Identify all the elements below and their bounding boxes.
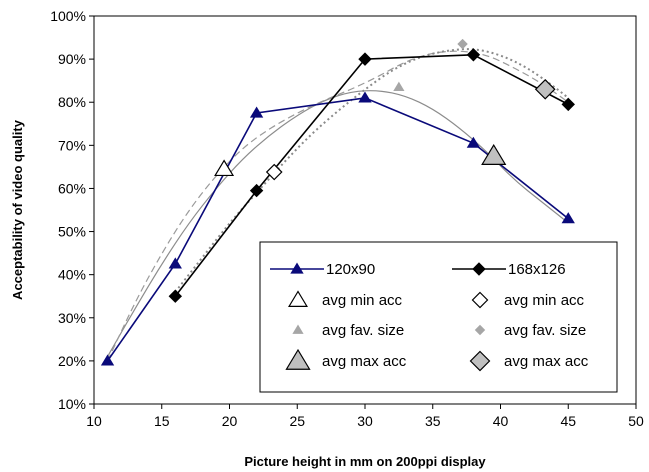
y-tick-label: 30% [58,310,86,326]
legend-label: avg fav. size [322,322,404,339]
y-tick-label: 80% [58,94,86,110]
legend-item: avg fav. size [474,322,586,339]
y-tick-label: 10% [58,396,86,412]
x-axis-ticks: 10 15 20 25 30 35 40 45 50 [86,404,644,429]
x-tick-label: 40 [493,413,509,429]
legend-item: avg max acc [469,350,589,372]
legend-item: avg min acc [288,290,403,309]
data-point-filled-triangle [168,257,182,269]
x-axis-title: Picture height in mm on 200ppi display [244,454,486,469]
data-point-filled-triangle [561,212,575,224]
y-tick-label: 70% [58,137,86,153]
x-tick-label: 10 [86,413,102,429]
legend-marker [290,262,304,274]
trendline-thin-solid-gray [107,90,569,357]
legend-label: avg max acc [504,353,589,370]
y-tick-label: 60% [58,180,86,196]
legend-marker [288,290,308,307]
data-point-filled-diamond [358,52,372,66]
legend-marker [469,350,491,372]
data-point-filled-diamond [168,289,183,303]
legend-label: avg min acc [504,292,585,309]
y-tick-label: 90% [58,51,86,67]
y-axis-title: Acceptability of video quality [10,119,25,300]
legend-marker [292,324,304,334]
legend-label: avg max acc [322,353,407,370]
legend-marker [474,324,486,336]
legend-box [259,241,618,393]
data-point-open-triangle [214,159,235,177]
x-tick-label: 45 [560,413,576,429]
trendlines [107,48,569,362]
legend-marker [471,291,489,309]
data-point-filled-triangle [249,106,264,118]
legend-item: 168x126 [452,261,566,278]
x-tick-label: 15 [154,413,170,429]
legend-item: 120x90 [270,261,375,278]
data-point-filled-diamond [249,183,264,198]
data-point-large-gray-diamond [534,78,556,100]
data-point-filled-triangle [358,91,372,103]
y-tick-label: 100% [50,8,86,24]
legend-label: 120x90 [326,261,375,278]
legend-item: avg fav. size [292,322,404,339]
legend-item: avg min acc [471,291,585,309]
legend-label: 168x126 [508,261,566,278]
x-tick-label: 20 [222,413,238,429]
y-axis-ticks: 10% 20% 30% 40% 50% 60% 70% 80% 90% 100% [50,8,94,412]
legend: 120x90 168x126 avg min acc avg min acc avg f… [259,241,618,393]
x-tick-label: 25 [289,413,305,429]
trendline-dotted-gray [174,48,569,293]
data-markers [100,38,575,366]
x-tick-label: 30 [357,413,373,429]
legend-item: avg max acc [285,348,407,370]
x-tick-label: 50 [628,413,644,429]
legend-label: avg min acc [322,292,403,309]
data-point-filled-diamond [561,97,575,112]
x-tick-label: 35 [425,413,441,429]
data-point-small-gray-diamond [457,38,468,50]
trendline-dashed-gray [107,50,569,362]
data-point-filled-triangle [466,136,481,148]
legend-marker [472,262,486,276]
legend-marker [285,348,311,370]
legend-label: avg fav. size [504,322,586,339]
data-point-filled-triangle [100,354,115,366]
data-point-filled-diamond [466,48,481,62]
y-tick-label: 20% [58,353,86,369]
data-point-large-gray-triangle [481,143,507,165]
y-tick-label: 50% [58,224,86,240]
y-tick-label: 40% [58,267,86,283]
data-point-small-gray-triangle [393,81,405,92]
data-point-open-diamond [265,163,283,181]
